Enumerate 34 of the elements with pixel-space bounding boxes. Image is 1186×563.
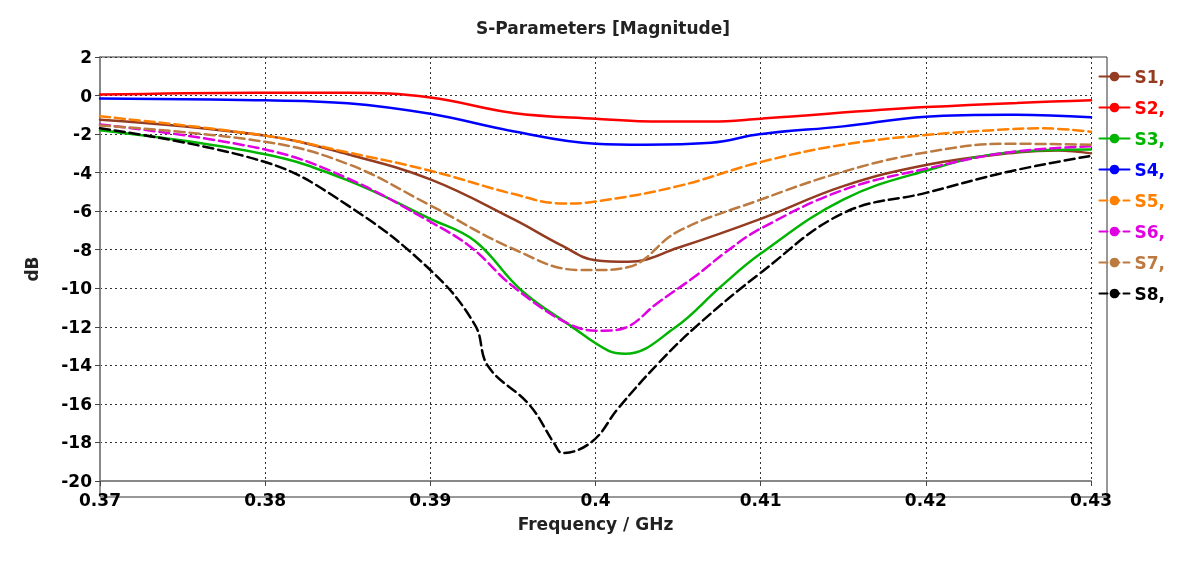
legend-label: S8,: [1134, 283, 1165, 304]
y-axis-title: dB: [21, 256, 42, 282]
y-tick-label: -4: [73, 162, 93, 183]
chart-title: S-Parameters [Magnitude]: [476, 17, 730, 38]
line-series: [98, 97, 1093, 146]
y-tick-label: -14: [61, 355, 93, 376]
x-axis-title: Frequency / GHz: [517, 513, 674, 534]
y-tick-label: -12: [61, 316, 92, 337]
legend-label: S3,: [1134, 128, 1165, 149]
y-tick-label: -8: [73, 239, 92, 260]
x-tick-label: 0.43: [1070, 489, 1112, 510]
x-tick-label: 0.41: [739, 489, 782, 510]
line-series: [98, 127, 1093, 455]
x-tick-label: 0.38: [244, 489, 287, 510]
y-tick-label: -20: [61, 471, 93, 491]
x-tick-label: 0.4: [580, 489, 611, 510]
y-tick-label: 0: [80, 85, 93, 106]
x-tick-label: 0.42: [904, 489, 947, 510]
line-series: [98, 115, 1093, 205]
legend-label: S7,: [1134, 252, 1165, 273]
y-tick-label: -2: [73, 124, 92, 145]
legend-label: S2,: [1134, 97, 1165, 118]
x-tick-label: 0.37: [79, 489, 121, 510]
y-tick-label: 2: [80, 47, 92, 67]
y-tick-label: -6: [73, 201, 92, 222]
legend-label: S6,: [1134, 221, 1165, 242]
y-tick-label: -18: [61, 432, 92, 453]
y-tick-label: -16: [61, 393, 92, 414]
legend-label: S1,: [1134, 66, 1165, 87]
legend-label: S4,: [1134, 159, 1165, 180]
y-tick-label: -10: [61, 278, 93, 299]
legend-label: S5,: [1134, 190, 1165, 211]
x-tick-label: 0.39: [409, 489, 452, 510]
line-series: [98, 91, 1093, 123]
